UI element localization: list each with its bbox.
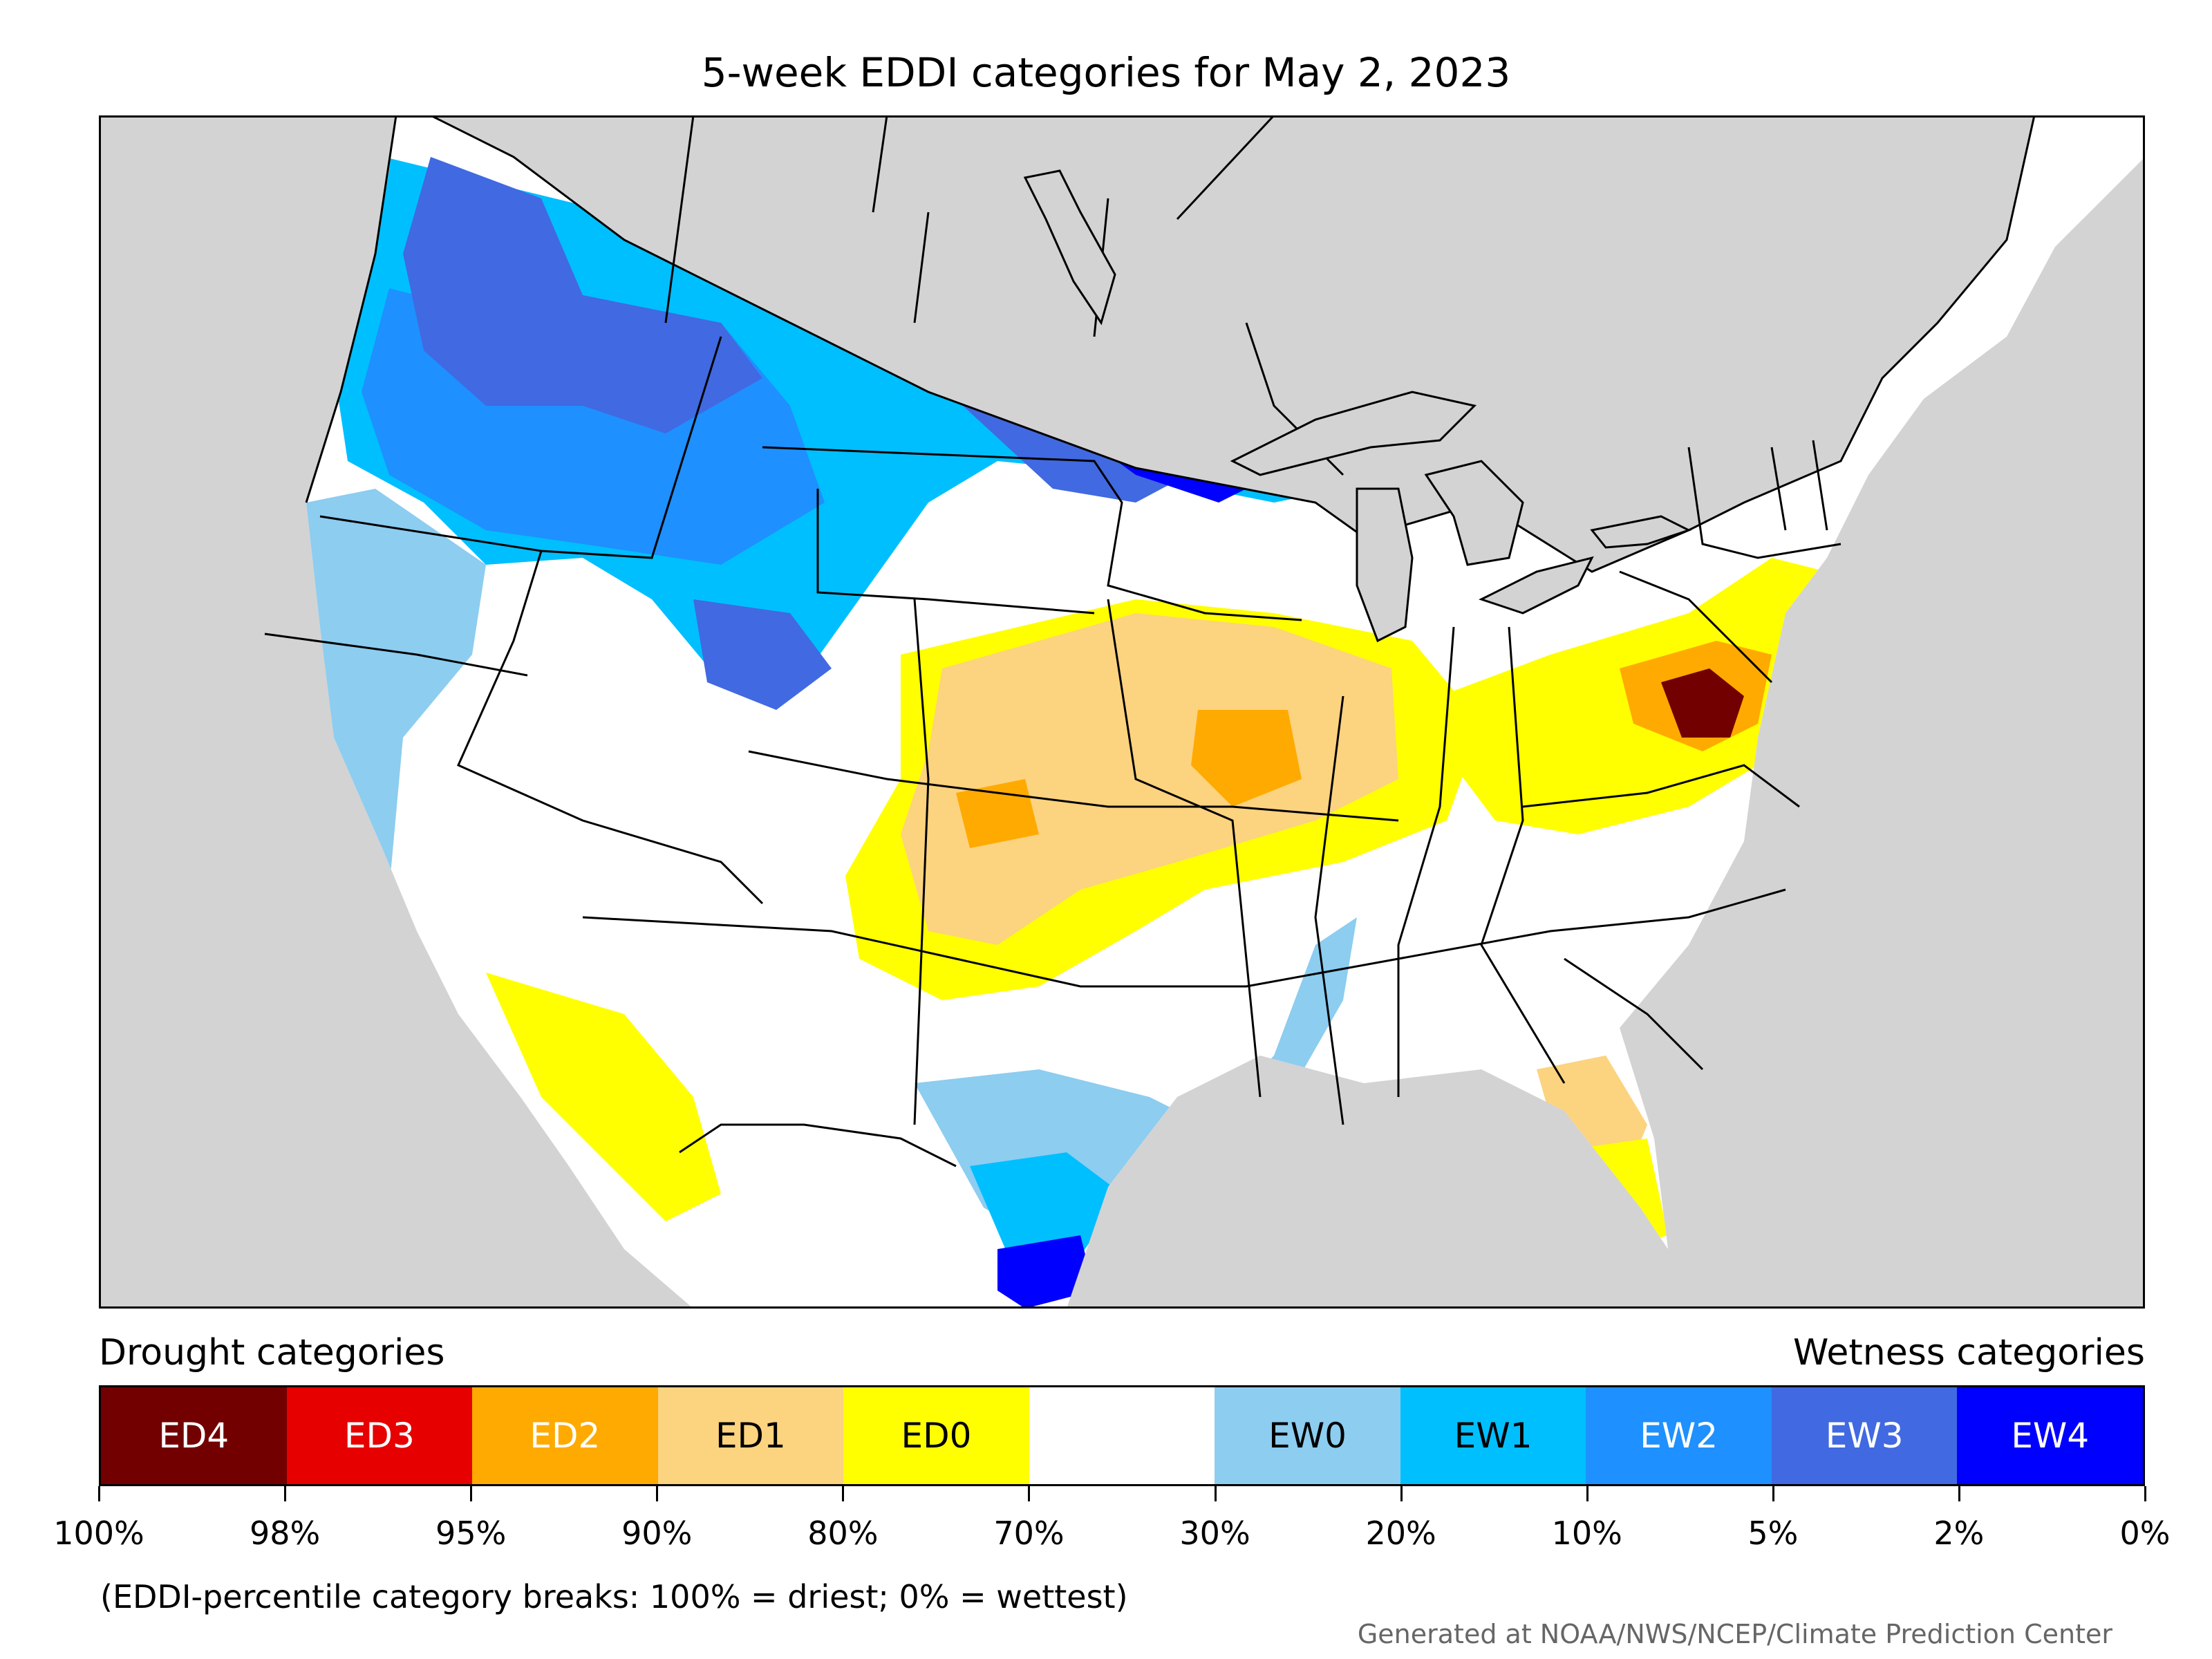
wet-ew4-texas-coast	[997, 1235, 1094, 1309]
colorbar-tick	[1214, 1486, 1217, 1501]
lake-superior	[1230, 391, 1477, 476]
colorbar-tick	[284, 1486, 287, 1501]
colorbar-tick-label: 30%	[1179, 1515, 1250, 1552]
lake-erie	[1479, 556, 1594, 615]
category-colorbar: ED4 ED3 ED2 ED1 ED0 EW0 EW1 EW2 EW3 EW4	[99, 1385, 2145, 1486]
great-lakes	[1023, 169, 1691, 643]
drought-ed0-southwest	[486, 973, 721, 1221]
percentile-note: (EDDI-percentile category breaks: 100% =…	[100, 1578, 1128, 1615]
lake-ontario	[1590, 515, 1691, 549]
colorbar-cell-ed2: ED2	[472, 1387, 658, 1484]
colorbar-tick-label: 98%	[249, 1515, 321, 1552]
colorbar-tick-label: 20%	[1365, 1515, 1436, 1552]
colorbar-tick-label: 2%	[1933, 1515, 1985, 1552]
credit-line: Generated at NOAA/NWS/NCEP/Climate Predi…	[1357, 1619, 2112, 1649]
wet-ew1-texas-coast	[970, 1152, 1122, 1277]
lake-michigan	[1356, 487, 1414, 643]
colorbar-cell-ew0: EW0	[1215, 1387, 1400, 1484]
colorbar-tick	[98, 1486, 100, 1501]
colorbar-tick-label: 0%	[2119, 1515, 2171, 1552]
colorbar-ticks	[98, 1486, 2146, 1507]
drought-categories-heading: Drought categories	[99, 1332, 445, 1374]
colorbar-tick-label: 5%	[1747, 1515, 1799, 1552]
drought-ed2-missouri	[1191, 710, 1302, 807]
colorbar-cell-ed4: ED4	[101, 1387, 287, 1484]
colorbar-tick	[470, 1486, 473, 1501]
colorbar-cell-ew2: EW2	[1586, 1387, 1772, 1484]
colorbar-tick	[656, 1486, 659, 1501]
wetness-categories-heading: Wetness categories	[1793, 1332, 2145, 1374]
colorbar-tick-label: 80%	[807, 1515, 879, 1552]
wet-ew3-wyoming	[693, 599, 832, 710]
colorbar-tick	[1586, 1486, 1588, 1501]
colorbar-cell-ew4: EW4	[1957, 1387, 2144, 1484]
colorbar-tick-label: 100%	[53, 1515, 144, 1552]
colorbar-tick-label: 70%	[993, 1515, 1065, 1552]
colorbar-tick	[842, 1486, 845, 1501]
colorbar-cell-ew3: EW3	[1771, 1387, 1958, 1484]
colorbar-tick	[1772, 1486, 1774, 1501]
colorbar-tick-label: 95%	[435, 1515, 507, 1552]
map-frame	[99, 115, 2145, 1309]
colorbar-tick	[1400, 1486, 1403, 1501]
colorbar-tick-label: 10%	[1551, 1515, 1622, 1552]
colorbar-cell-ed1: ED1	[657, 1387, 844, 1484]
colorbar-cell-ed0: ED0	[843, 1387, 1029, 1484]
colorbar-tick	[2144, 1486, 2146, 1501]
colorbar-tick	[1028, 1486, 1031, 1501]
colorbar-tick-label: 90%	[621, 1515, 693, 1552]
eddi-map	[99, 115, 2145, 1309]
colorbar-cell-ed3: ED3	[286, 1387, 473, 1484]
lake-winnipeg	[1023, 169, 1116, 326]
colorbar-cell-normal	[1029, 1387, 1215, 1484]
drought-ed4-virginia	[1661, 668, 1744, 738]
wet-ew3-northwest	[403, 157, 762, 433]
drought-ed1-central	[901, 613, 1398, 945]
lake-huron	[1424, 460, 1524, 566]
colorbar-cell-ew1: EW1	[1400, 1387, 1586, 1484]
colorbar-tick	[1958, 1486, 1960, 1501]
map-title: 5-week EDDI categories for May 2, 2023	[701, 49, 1511, 96]
